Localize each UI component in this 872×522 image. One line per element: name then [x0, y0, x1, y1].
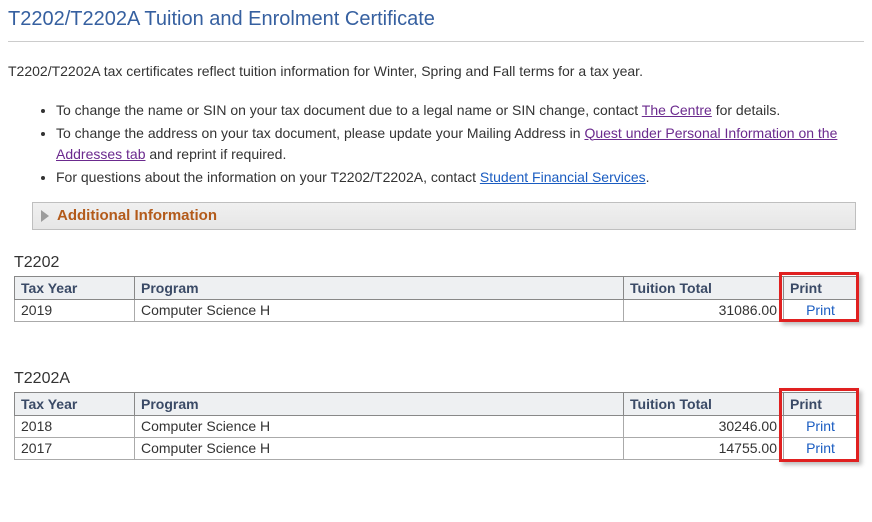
cell-year: 2018: [15, 415, 135, 437]
bullet-item-3: For questions about the information on y…: [56, 167, 864, 188]
t2202a-table-wrap: Tax Year Program Tuition Total Print 201…: [14, 392, 858, 460]
cell-program: Computer Science H: [135, 415, 624, 437]
t2202a-section-title: T2202A: [14, 370, 864, 388]
cell-program: Computer Science H: [135, 437, 624, 459]
bullet-2-text-pre: To change the address on your tax docume…: [56, 125, 584, 141]
table-row: 2017 Computer Science H 14755.00 Print: [15, 437, 858, 459]
info-bullet-list: To change the name or SIN on your tax do…: [8, 100, 864, 188]
table-row: 2019 Computer Science H 31086.00 Print: [15, 299, 858, 321]
bullet-item-2: To change the address on your tax docume…: [56, 123, 864, 165]
col-header-program: Program: [135, 276, 624, 299]
table-header-row: Tax Year Program Tuition Total Print: [15, 392, 858, 415]
additional-information-accordion[interactable]: Additional Information: [32, 202, 856, 230]
print-link[interactable]: Print: [806, 418, 835, 434]
col-header-print: Print: [784, 392, 858, 415]
cell-print: Print: [784, 299, 858, 321]
cell-total: 31086.00: [624, 299, 784, 321]
table-row: 2018 Computer Science H 30246.00 Print: [15, 415, 858, 437]
print-link[interactable]: Print: [806, 302, 835, 318]
cell-year: 2017: [15, 437, 135, 459]
t2202-section-title: T2202: [14, 254, 864, 272]
table-header-row: Tax Year Program Tuition Total Print: [15, 276, 858, 299]
cell-total: 30246.00: [624, 415, 784, 437]
the-centre-link[interactable]: The Centre: [642, 102, 712, 118]
col-header-year: Tax Year: [15, 392, 135, 415]
col-header-total: Tuition Total: [624, 392, 784, 415]
col-header-total: Tuition Total: [624, 276, 784, 299]
title-divider: [8, 41, 864, 42]
intro-paragraph: T2202/T2202A tax certificates reflect tu…: [8, 62, 864, 82]
col-header-year: Tax Year: [15, 276, 135, 299]
cell-program: Computer Science H: [135, 299, 624, 321]
print-link[interactable]: Print: [806, 440, 835, 456]
expand-collapse-icon: [41, 210, 49, 222]
cell-print: Print: [784, 415, 858, 437]
financial-services-link[interactable]: Student Financial Services: [480, 169, 646, 185]
bullet-3-text-post: .: [646, 169, 650, 185]
cell-year: 2019: [15, 299, 135, 321]
bullet-1-text-post: for details.: [712, 102, 780, 118]
t2202a-table: Tax Year Program Tuition Total Print 201…: [14, 392, 858, 460]
col-header-print: Print: [784, 276, 858, 299]
cell-total: 14755.00: [624, 437, 784, 459]
bullet-item-1: To change the name or SIN on your tax do…: [56, 100, 864, 121]
bullet-1-text-pre: To change the name or SIN on your tax do…: [56, 102, 642, 118]
cell-print: Print: [784, 437, 858, 459]
col-header-program: Program: [135, 392, 624, 415]
t2202-table: Tax Year Program Tuition Total Print 201…: [14, 276, 858, 322]
bullet-3-text-pre: For questions about the information on y…: [56, 169, 480, 185]
accordion-label: Additional Information: [57, 207, 217, 224]
page-title: T2202/T2202A Tuition and Enrolment Certi…: [8, 8, 864, 35]
bullet-2-text-post: and reprint if required.: [146, 146, 287, 162]
t2202-table-wrap: Tax Year Program Tuition Total Print 201…: [14, 276, 858, 322]
